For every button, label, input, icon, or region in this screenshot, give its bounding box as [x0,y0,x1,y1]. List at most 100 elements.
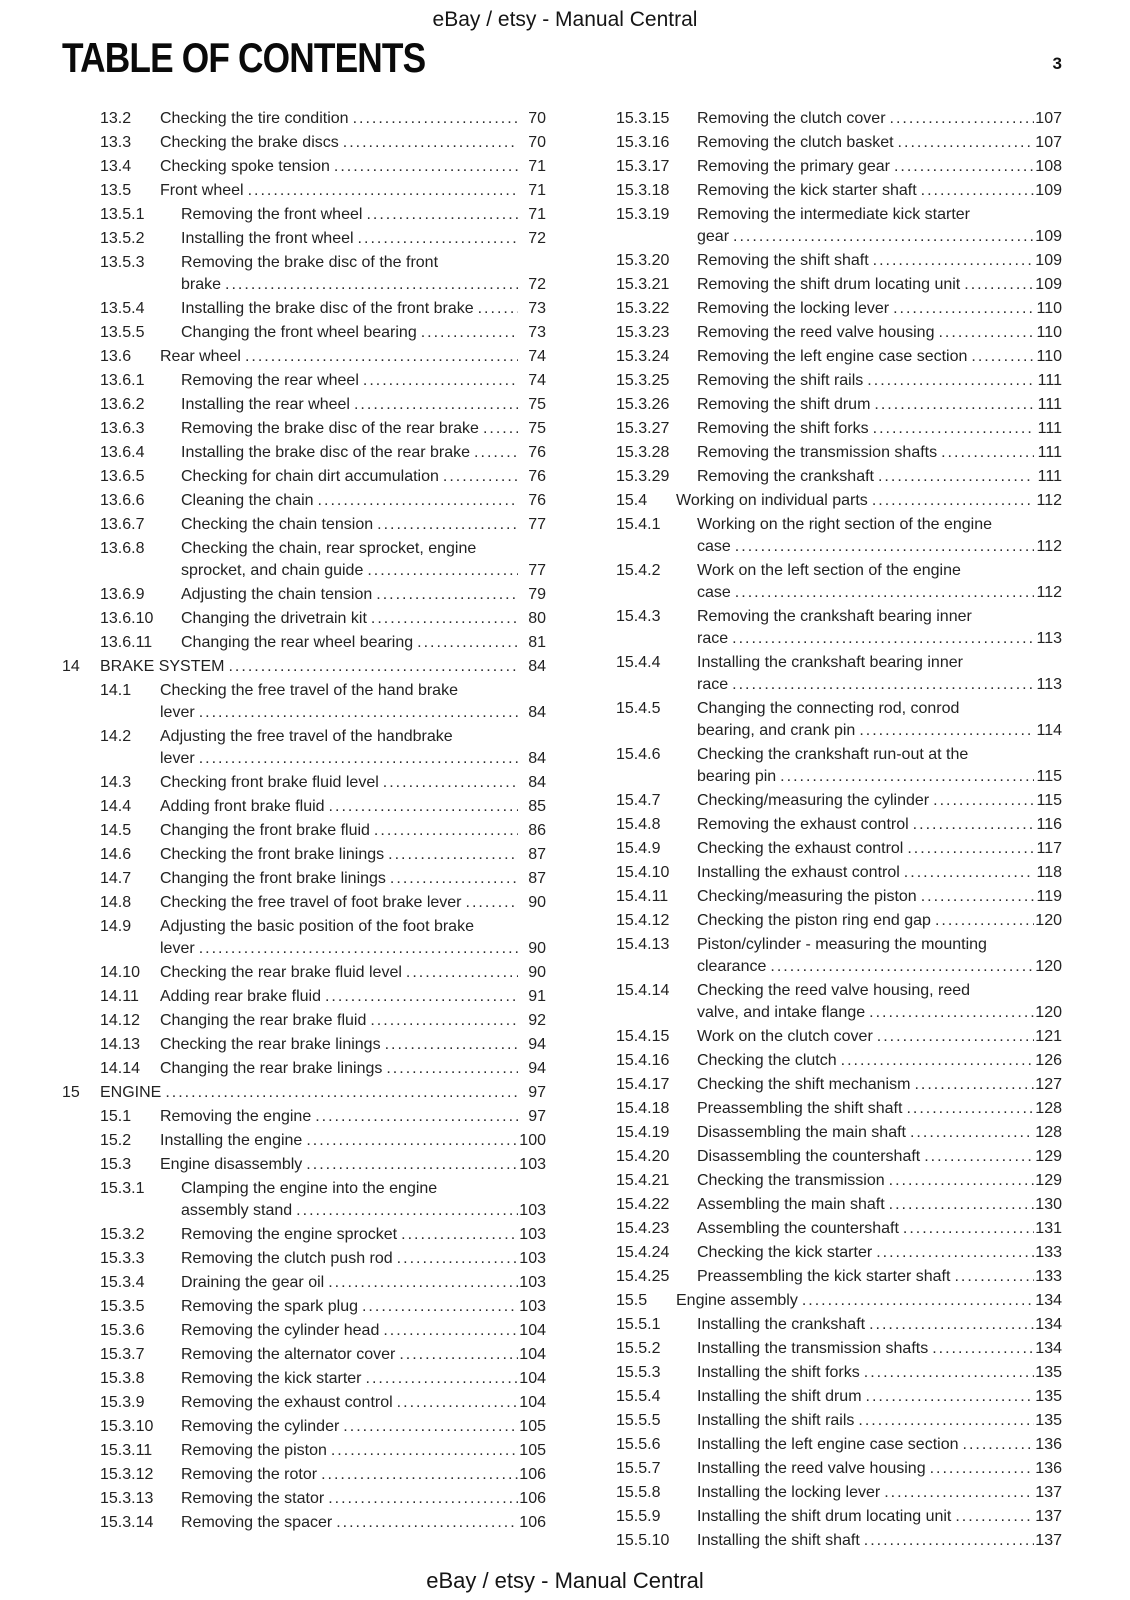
toc-entry[interactable]: 15.4.25 Preassembling the kick starter sh… [578,1266,1062,1288]
toc-entry[interactable]: 15.4.16 Checking the clutch126 [578,1050,1062,1072]
toc-entry[interactable]: 15 ENGINE 97 [62,1082,546,1104]
toc-entry[interactable]: 15.3.8 Removing the kick starter104 [62,1368,546,1390]
toc-entry[interactable]: 15.4.18 Preassembling the shift shaft128 [578,1098,1062,1120]
toc-entry[interactable]: 15.3.18 Removing the kick starter shaft10… [578,180,1062,202]
toc-entry[interactable]: 15.4.10 Installing the exhaust control118 [578,862,1062,884]
toc-entry[interactable]: 15.3.12 Removing the rotor106 [62,1464,546,1486]
toc-entry[interactable]: 13.6.11 Changing the rear wheel bearing 81 [62,632,546,654]
toc-entry[interactable]: 13.5 Front wheel 71 [62,180,546,202]
toc-entry[interactable]: 15.4.1 Working on the right section of th… [578,514,1062,558]
toc-entry[interactable]: 15.4.21 Checking the transmission129 [578,1170,1062,1192]
toc-entry[interactable]: 13.4 Checking spoke tension 71 [62,156,546,178]
toc-entry[interactable]: 15.5.2 Installing the transmission shafts… [578,1338,1062,1360]
toc-entry[interactable]: 14.3 Checking front brake fluid level 84 [62,772,546,794]
toc-entry[interactable]: 13.6.8 Checking the chain, rear sprocket,… [62,538,546,582]
toc-entry[interactable]: 15.4.17 Checking the shift mechanism127 [578,1074,1062,1096]
toc-entry[interactable]: 15.3.29 Removing the crankshaft111 [578,466,1062,488]
toc-entry[interactable]: 14.12 Changing the rear brake fluid 92 [62,1010,546,1032]
toc-entry[interactable]: 14.2 Adjusting the free travel of the han… [62,726,546,770]
toc-entry[interactable]: 13.2 Checking the tire condition 70 [62,108,546,130]
toc-entry[interactable]: 15.4.22 Assembling the main shaft130 [578,1194,1062,1216]
toc-entry[interactable]: 15.4.24 Checking the kick starter133 [578,1242,1062,1264]
toc-entry[interactable]: 14.11 Adding rear brake fluid 91 [62,986,546,1008]
toc-entry[interactable]: 15.3.15 Removing the clutch cover107 [578,108,1062,130]
toc-entry[interactable]: 15.3.10 Removing the cylinder105 [62,1416,546,1438]
toc-entry[interactable]: 15.4.19 Disassembling the main shaft128 [578,1122,1062,1144]
toc-entry[interactable]: 15.4.6 Checking the crankshaft run-out at… [578,744,1062,788]
toc-entry[interactable]: 13.5.4 Installing the brake disc of the f… [62,298,546,320]
toc-entry[interactable]: 13.6.3 Removing the brake disc of the rea… [62,418,546,440]
toc-entry[interactable]: 15.3.9 Removing the exhaust control104 [62,1392,546,1414]
toc-entry[interactable]: 15.3.5 Removing the spark plug103 [62,1296,546,1318]
toc-entry[interactable]: 14.10 Checking the rear brake fluid level… [62,962,546,984]
toc-entry[interactable]: 15.2 Installing the engine100 [62,1130,546,1152]
toc-entry[interactable]: 14.8 Checking the free travel of foot bra… [62,892,546,914]
toc-entry[interactable]: 15.4.2 Work on the left section of the en… [578,560,1062,604]
toc-entry[interactable]: 15.3.17 Removing the primary gear108 [578,156,1062,178]
toc-entry[interactable]: 15.3.20 Removing the shift shaft109 [578,250,1062,272]
toc-entry[interactable]: 15.3.27 Removing the shift forks111 [578,418,1062,440]
toc-entry[interactable]: 14.13 Checking the rear brake linings 94 [62,1034,546,1056]
toc-entry[interactable]: 15.3.24 Removing the left engine case sec… [578,346,1062,368]
toc-entry[interactable]: 13.6.6 Cleaning the chain 76 [62,490,546,512]
toc-entry[interactable]: 15.5 Engine assembly134 [578,1290,1062,1312]
toc-entry[interactable]: 15.5.9 Installing the shift drum locating… [578,1506,1062,1528]
toc-entry[interactable]: 13.6.10 Changing the drivetrain kit 80 [62,608,546,630]
toc-entry[interactable]: 15.3.16 Removing the clutch basket107 [578,132,1062,154]
toc-entry[interactable]: 13.6.1 Removing the rear wheel 74 [62,370,546,392]
toc-entry[interactable]: 15.3.19 Removing the intermediate kick st… [578,204,1062,248]
toc-entry[interactable]: 15.5.1 Installing the crankshaft134 [578,1314,1062,1336]
toc-entry[interactable]: 15.4.13 Piston/cylinder - measuring the m… [578,934,1062,978]
toc-entry[interactable]: 15.5.8 Installing the locking lever137 [578,1482,1062,1504]
toc-entry[interactable]: 15.4.7 Checking/measuring the cylinder115 [578,790,1062,812]
toc-entry[interactable]: 15.5.3 Installing the shift forks135 [578,1362,1062,1384]
toc-entry[interactable]: 14.5 Changing the front brake fluid 86 [62,820,546,842]
toc-entry[interactable]: 15.3.13 Removing the stator106 [62,1488,546,1510]
toc-entry[interactable]: 15.5.5 Installing the shift rails135 [578,1410,1062,1432]
toc-entry[interactable]: 15.4.14 Checking the reed valve housing, … [578,980,1062,1024]
toc-entry[interactable]: 14.1 Checking the free travel of the hand… [62,680,546,724]
toc-entry[interactable]: 15.4.23 Assembling the countershaft131 [578,1218,1062,1240]
toc-entry[interactable]: 15.4.12 Checking the piston ring end gap1… [578,910,1062,932]
toc-entry[interactable]: 15.5.7 Installing the reed valve housing1… [578,1458,1062,1480]
toc-entry[interactable]: 13.6.7 Checking the chain tension 77 [62,514,546,536]
toc-entry[interactable]: 15.3 Engine disassembly103 [62,1154,546,1176]
toc-entry[interactable]: 13.6 Rear wheel 74 [62,346,546,368]
toc-entry[interactable]: 13.3 Checking the brake discs 70 [62,132,546,154]
toc-entry[interactable]: 14.7 Changing the front brake linings 87 [62,868,546,890]
toc-entry[interactable]: 15.1 Removing the engine 97 [62,1106,546,1128]
toc-entry[interactable]: 15.4.9 Checking the exhaust control117 [578,838,1062,860]
toc-entry[interactable]: 13.5.1 Removing the front wheel 71 [62,204,546,226]
toc-entry[interactable]: 15.3.28 Removing the transmission shafts1… [578,442,1062,464]
toc-entry[interactable]: 15.4.20 Disassembling the countershaft129 [578,1146,1062,1168]
toc-entry[interactable]: 15.3.21 Removing the shift drum locating … [578,274,1062,296]
toc-entry[interactable]: 15.4.5 Changing the connecting rod, conro… [578,698,1062,742]
toc-entry[interactable]: 13.6.2 Installing the rear wheel 75 [62,394,546,416]
toc-entry[interactable]: 14.14 Changing the rear brake linings 94 [62,1058,546,1080]
toc-entry[interactable]: 13.5.3 Removing the brake disc of the fro… [62,252,546,296]
toc-entry[interactable]: 15.3.26 Removing the shift drum111 [578,394,1062,416]
toc-entry[interactable]: 15.4 Working on individual parts112 [578,490,1062,512]
toc-entry[interactable]: 13.5.5 Changing the front wheel bearing 73 [62,322,546,344]
toc-entry[interactable]: 15.5.6 Installing the left engine case se… [578,1434,1062,1456]
toc-entry[interactable]: 14.9 Adjusting the basic position of the … [62,916,546,960]
toc-entry[interactable]: 15.4.3 Removing the crankshaft bearing in… [578,606,1062,650]
toc-entry[interactable]: 15.3.11 Removing the piston105 [62,1440,546,1462]
toc-entry[interactable]: 13.5.2 Installing the front wheel 72 [62,228,546,250]
toc-entry[interactable]: 15.3.1 Clamping the engine into the engin… [62,1178,546,1222]
toc-entry[interactable]: 13.6.4 Installing the brake disc of the r… [62,442,546,464]
toc-entry[interactable]: 14.4 Adding front brake fluid 85 [62,796,546,818]
toc-entry[interactable]: 14 BRAKE SYSTEM 84 [62,656,546,678]
toc-entry[interactable]: 15.3.25 Removing the shift rails111 [578,370,1062,392]
toc-entry[interactable]: 15.3.7 Removing the alternator cover104 [62,1344,546,1366]
toc-entry[interactable]: 15.4.11 Checking/measuring the piston119 [578,886,1062,908]
toc-entry[interactable]: 15.3.6 Removing the cylinder head104 [62,1320,546,1342]
toc-entry[interactable]: 15.5.10 Installing the shift shaft137 [578,1530,1062,1552]
toc-entry[interactable]: 15.4.8 Removing the exhaust control116 [578,814,1062,836]
toc-entry[interactable]: 15.3.3 Removing the clutch push rod103 [62,1248,546,1270]
toc-entry[interactable]: 13.6.9 Adjusting the chain tension 79 [62,584,546,606]
toc-entry[interactable]: 14.6 Checking the front brake linings 87 [62,844,546,866]
toc-entry[interactable]: 15.5.4 Installing the shift drum135 [578,1386,1062,1408]
toc-entry[interactable]: 15.3.2 Removing the engine sprocket103 [62,1224,546,1246]
toc-entry[interactable]: 15.3.22 Removing the locking lever110 [578,298,1062,320]
